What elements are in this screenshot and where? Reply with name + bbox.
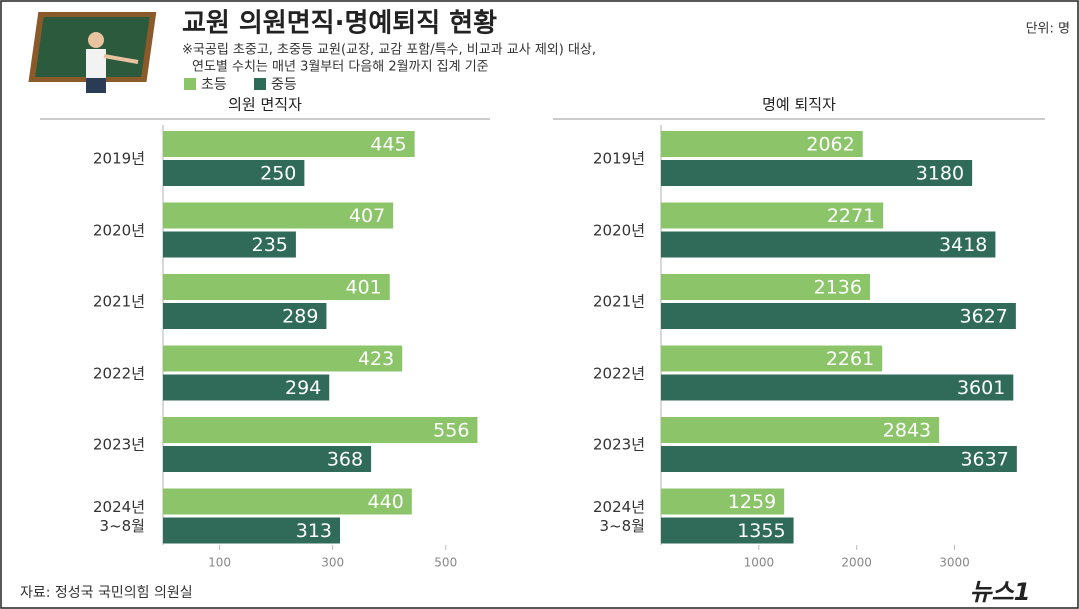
- value-label: 313: [296, 520, 332, 542]
- subtitle: ※국공립 초중고, 초중등 교원(교장, 교감 포함/특수, 비교과 교사 제외…: [182, 43, 596, 58]
- value-label: 235: [252, 234, 288, 256]
- category-label: 2022년: [525, 364, 645, 383]
- value-label: 401: [346, 277, 382, 299]
- category-label: 2019년: [525, 150, 645, 169]
- x-tick-label: 1000: [744, 556, 775, 570]
- value-label: 3418: [939, 234, 987, 256]
- legend-label: 초등: [201, 77, 227, 93]
- category-label: 2021년: [25, 293, 145, 312]
- x-tick-label: 500: [434, 556, 457, 570]
- x-tick-label: 2000: [841, 556, 872, 570]
- x-tick-label: 100: [208, 556, 231, 570]
- value-label: 556: [433, 420, 469, 442]
- value-label: 368: [327, 449, 363, 471]
- legend-swatch: [254, 78, 266, 90]
- category-label: 2020년: [525, 221, 645, 240]
- subtitle: 연도별 수치는 매년 3월부터 다음해 2월까지 집계 기준: [192, 60, 489, 75]
- value-label: 440: [368, 491, 404, 513]
- value-label: 289: [282, 306, 318, 328]
- category-label: 2024년 3~8월: [525, 498, 645, 536]
- bar: [163, 417, 477, 443]
- legend-label: 중등: [271, 77, 297, 93]
- title: 교원 의원면직·명예퇴직 현황: [182, 9, 497, 39]
- value-label: 2261: [826, 348, 874, 370]
- value-label: 1259: [728, 491, 776, 513]
- category-label: 2023년: [525, 436, 645, 455]
- value-label: 1355: [737, 520, 785, 542]
- logo: 뉴스1: [970, 578, 1031, 606]
- value-label: 3601: [957, 377, 1005, 399]
- category-label: 2024년 3~8월: [25, 498, 145, 536]
- value-label: 2843: [883, 420, 931, 442]
- value-label: 294: [285, 377, 321, 399]
- value-label: 423: [358, 348, 394, 370]
- category-label: 2020년: [25, 221, 145, 240]
- page: 교원 의원면직·명예퇴직 현황 ※국공립 초중고, 초중등 교원(교장, 교감 …: [0, 0, 1079, 609]
- x-tick-label: 3000: [939, 556, 970, 570]
- category-label: 2021년: [525, 293, 645, 312]
- category-label: 2022년: [25, 364, 145, 383]
- legend-swatch: [184, 78, 196, 90]
- panel-title: 의원 면직자: [228, 96, 302, 114]
- value-label: 407: [349, 205, 385, 227]
- category-label: 2023년: [25, 436, 145, 455]
- value-label: 250: [260, 163, 296, 185]
- category-label: 2019년: [25, 150, 145, 169]
- value-label: 2062: [806, 134, 854, 156]
- value-label: 3627: [959, 306, 1007, 328]
- value-label: 3637: [960, 449, 1008, 471]
- value-label: 3180: [916, 163, 964, 185]
- value-label: 445: [370, 134, 406, 156]
- x-tick-label: 300: [321, 556, 344, 570]
- unit: 단위: 명: [1026, 22, 1070, 37]
- value-label: 2136: [814, 277, 862, 299]
- panel-title: 명예 퇴직자: [762, 96, 836, 114]
- source: 자료: 정성국 국민의힘 의원실: [20, 585, 193, 601]
- value-label: 2271: [827, 205, 875, 227]
